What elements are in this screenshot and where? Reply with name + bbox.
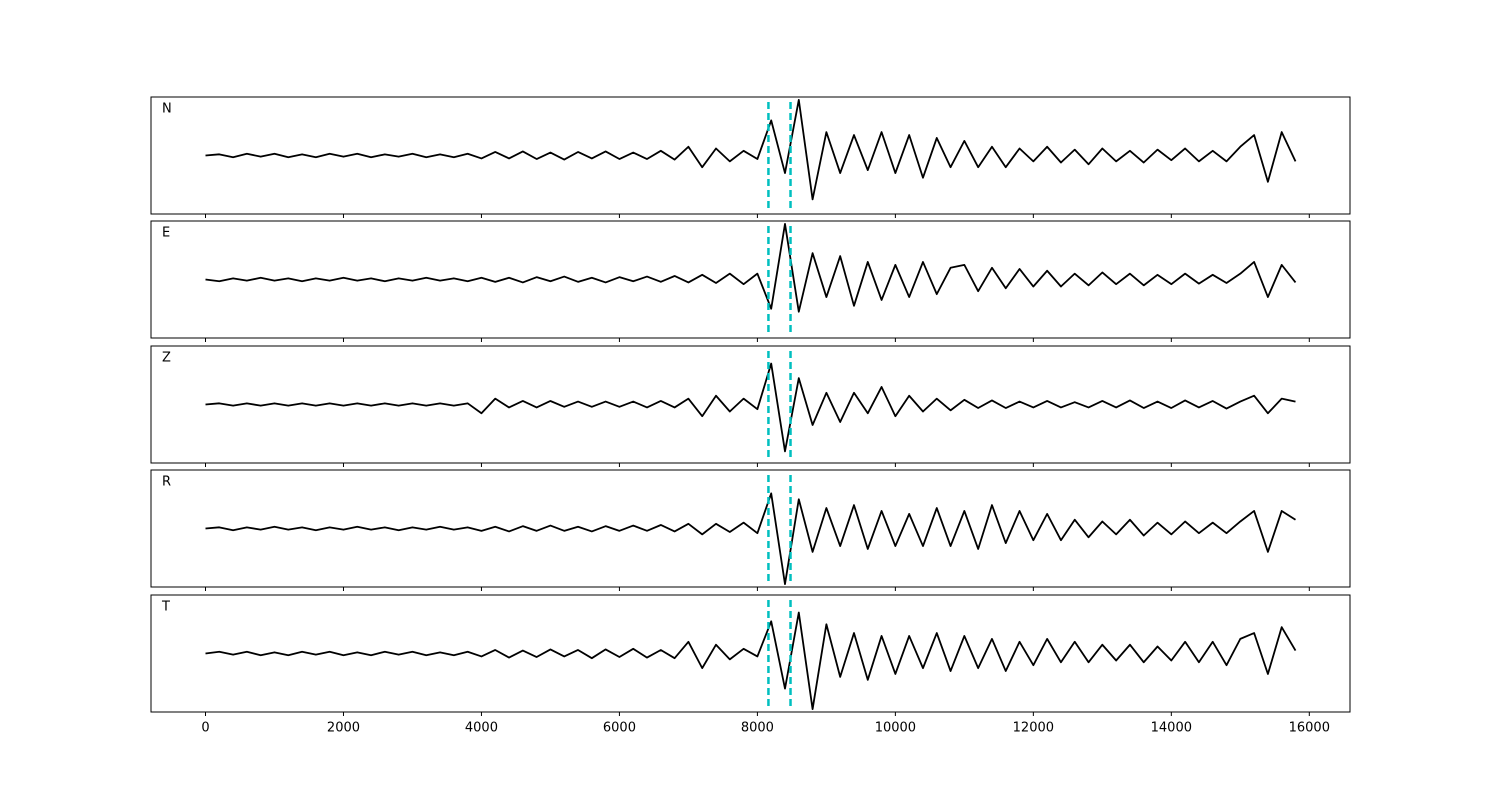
x-tick-label: 16000: [1289, 721, 1330, 736]
x-tick-label: 2000: [327, 721, 360, 736]
trace: [205, 99, 1297, 201]
panel-label: N: [162, 102, 172, 117]
x-tick-label: 14000: [1151, 721, 1192, 736]
panel-label: Z: [162, 351, 171, 366]
trace: [205, 492, 1296, 585]
x-tick-label: 4000: [465, 721, 498, 736]
x-tick-label: 12000: [1013, 721, 1054, 736]
panel-label: R: [162, 475, 171, 490]
x-tick-label: 10000: [875, 721, 916, 736]
x-tick-label: 0: [201, 721, 209, 736]
panel-label: T: [161, 600, 170, 615]
trace: [205, 611, 1297, 710]
x-tick-label: 8000: [741, 721, 774, 736]
x-tick-label: 6000: [603, 721, 636, 736]
panel-label: E: [162, 226, 170, 241]
trace: [205, 362, 1296, 453]
trace: [205, 223, 1297, 313]
